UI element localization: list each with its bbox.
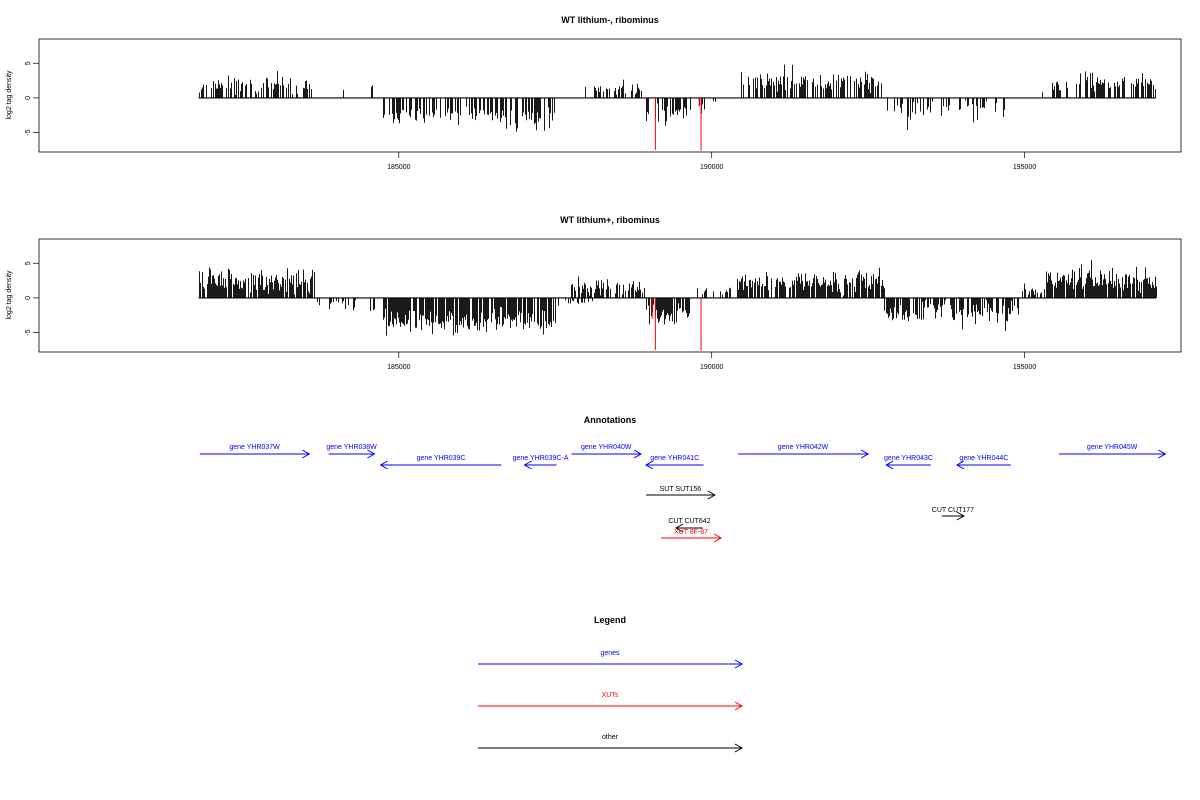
feature-label: gene YHR045W	[1087, 444, 1138, 451]
panel-1-frame	[38, 38, 1182, 153]
arrowhead-icon	[860, 449, 870, 459]
annotations-title: Annotations	[584, 415, 637, 425]
feature-xut: XUT 8F-87	[660, 529, 723, 543]
feature-label: gene YHR043C	[884, 455, 933, 462]
arrowhead-icon	[707, 490, 716, 500]
feature-label: gene YHR042W	[778, 444, 829, 451]
feature-label: XUT 8F-87	[674, 529, 708, 536]
arrowhead-icon	[885, 460, 894, 470]
feature-gene: gene YHR039C-A	[513, 455, 569, 470]
track-panel-1: WT lithium-, ribominus log2 tag density …	[6, 15, 1182, 171]
feature-gene: gene YHR044C	[955, 455, 1011, 470]
panel-1-ylabel: log2 tag density	[6, 70, 13, 120]
panel-2-ytick-neg5: -5	[25, 329, 32, 335]
arrowhead-icon	[955, 460, 965, 470]
panel-1-ytick-0: 0	[25, 96, 32, 100]
feature-other: CUT CUT177	[932, 507, 974, 521]
legend-item: XUTs	[478, 692, 744, 711]
arrowhead-icon	[644, 460, 654, 470]
arrowhead-icon	[956, 511, 965, 521]
legend-label: genes	[600, 650, 620, 657]
annotations-panel: Annotations gene YHR037W gene YHR038Wgene…	[199, 415, 1167, 543]
arrowhead-icon	[367, 449, 376, 459]
legend-title: Legend	[594, 615, 626, 625]
feature-label: CUT CUT642	[668, 518, 710, 525]
feature-label: CUT CUT177	[932, 507, 974, 514]
arrowhead-icon	[734, 701, 744, 711]
annotation-features: gene YHR037W gene YHR038W gene YHR039C gene…	[199, 444, 1167, 543]
legend-label: other	[602, 734, 619, 741]
arrowhead-icon	[1158, 449, 1167, 459]
panel-2-signal-bars	[198, 259, 1157, 351]
feature-label: gene YHR039C-A	[513, 455, 569, 462]
arrowhead-icon	[713, 533, 723, 543]
panel-1-ytick-neg5: -5	[25, 129, 32, 135]
panel-2-ytick-5: 5	[25, 261, 32, 265]
feature-label: gene YHR038W	[326, 444, 377, 451]
feature-label: gene YHR037W	[229, 444, 280, 451]
arrowhead-icon	[633, 449, 642, 459]
arrowhead-icon	[302, 449, 311, 459]
panel-1-xtick-195000: 195000	[1013, 164, 1036, 171]
panel-2-ytick-0: 0	[25, 296, 32, 300]
feature-label: gene YHR039C	[417, 455, 466, 462]
arrowhead-icon	[734, 743, 744, 753]
arrowhead-icon	[379, 460, 388, 470]
panel-2-xtick-190000: 190000	[700, 364, 723, 371]
feature-label: gene YHR040W	[581, 444, 632, 451]
panel-2-xtick-185000: 185000	[387, 364, 410, 371]
legend-label: XUTs	[602, 692, 619, 699]
panel-1-title: WT lithium-, ribominus	[561, 15, 659, 25]
feature-label: gene YHR044C	[959, 455, 1008, 462]
feature-other: SUT SUT156	[645, 486, 716, 500]
panel-1-axes: -5 0 5 185000 190000 195000	[25, 61, 1036, 171]
arrowhead-icon	[675, 523, 684, 533]
arrowhead-icon	[523, 460, 532, 470]
feature-gene: gene YHR045W	[1058, 444, 1167, 459]
panel-2-title: WT lithium+, ribominus	[560, 215, 660, 225]
feature-label: SUT SUT156	[660, 486, 702, 493]
panel-2-xtick-195000: 195000	[1013, 364, 1036, 371]
arrowhead-icon	[734, 659, 744, 669]
legend-item: other	[478, 734, 744, 753]
panel-1-signal-bars	[198, 64, 1156, 151]
feature-gene: gene YHR038W	[326, 444, 377, 459]
feature-gene: gene YHR037W	[199, 444, 311, 459]
panel-1-xtick-185000: 185000	[387, 164, 410, 171]
feature-gene: gene YHR043C	[884, 455, 933, 470]
feature-other: CUT CUT642	[668, 518, 711, 533]
panel-2-axes: -5 0 5 185000 190000 195000	[25, 261, 1036, 371]
panel-1-xtick-190000: 190000	[700, 164, 723, 171]
feature-gene: gene YHR041C	[644, 455, 704, 470]
panel-2-ylabel: log2 tag density	[6, 270, 13, 320]
legend-items: genes XUTs other	[478, 650, 744, 753]
panel-1-ytick-5: 5	[25, 61, 32, 65]
track-panel-2: WT lithium+, ribominus log2 tag density …	[6, 215, 1182, 371]
panel-2-frame	[38, 238, 1182, 353]
feature-gene: gene YHR039C	[379, 455, 502, 470]
feature-gene: gene YHR042W	[737, 444, 870, 459]
feature-label: gene YHR041C	[650, 455, 699, 462]
legend-item: genes	[478, 650, 744, 669]
feature-gene: gene YHR040W	[571, 444, 642, 459]
legend-panel: Legend genes XUTs other	[478, 615, 744, 753]
